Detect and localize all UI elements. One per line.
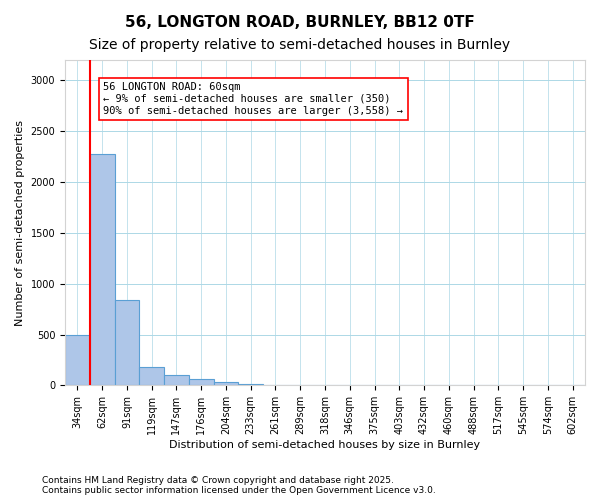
- Bar: [65, 334, 90, 386]
- Text: 56, LONGTON ROAD, BURNLEY, BB12 0TF: 56, LONGTON ROAD, BURNLEY, BB12 0TF: [125, 15, 475, 30]
- Text: Size of property relative to semi-detached houses in Burnley: Size of property relative to semi-detach…: [89, 38, 511, 52]
- Text: 56 LONGTON ROAD: 60sqm
← 9% of semi-detached houses are smaller (350)
90% of sem: 56 LONGTON ROAD: 60sqm ← 9% of semi-deta…: [103, 82, 403, 116]
- X-axis label: Distribution of semi-detached houses by size in Burnley: Distribution of semi-detached houses by …: [169, 440, 481, 450]
- Bar: [115, 300, 139, 386]
- Text: Contains HM Land Registry data © Crown copyright and database right 2025.
Contai: Contains HM Land Registry data © Crown c…: [42, 476, 436, 495]
- Bar: [90, 154, 115, 386]
- Bar: [214, 382, 238, 386]
- Y-axis label: Number of semi-detached properties: Number of semi-detached properties: [15, 120, 25, 326]
- Bar: [139, 366, 164, 386]
- Bar: [263, 385, 288, 386]
- Bar: [164, 374, 189, 386]
- Bar: [189, 379, 214, 386]
- Bar: [238, 384, 263, 386]
